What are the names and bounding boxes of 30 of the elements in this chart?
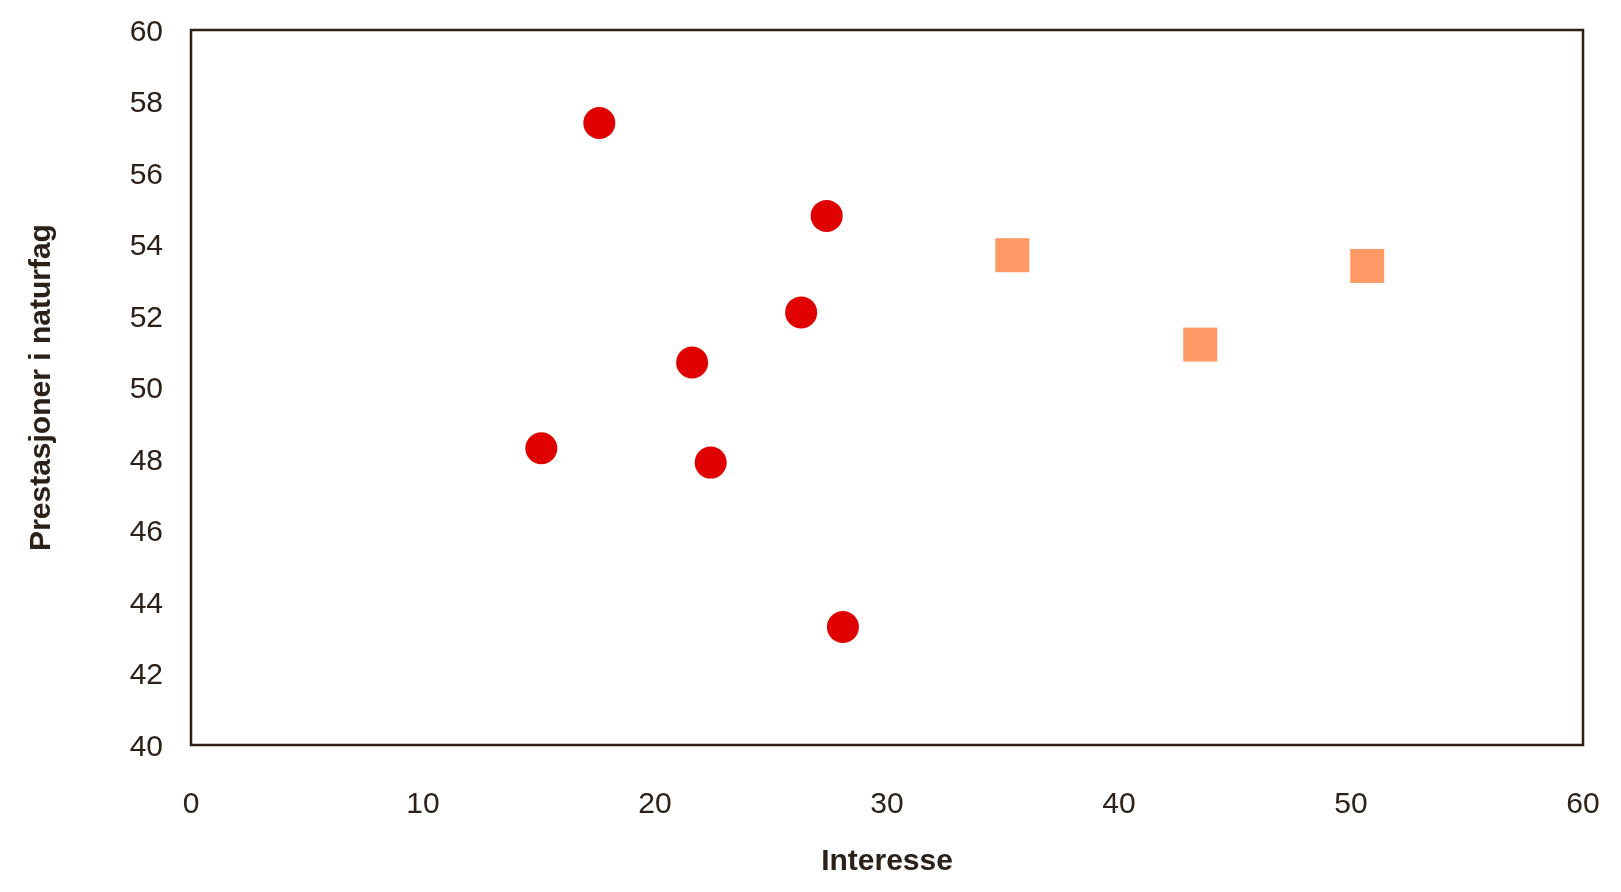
- point: [1183, 327, 1218, 362]
- point: [826, 611, 859, 644]
- x-axis-title: Interesse: [821, 843, 953, 876]
- point: [694, 446, 727, 479]
- y-tick-label: 58: [129, 85, 163, 118]
- point: [785, 296, 818, 329]
- x-tick-label: 10: [406, 786, 440, 819]
- point: [525, 432, 558, 465]
- x-tick-label: 30: [870, 786, 904, 819]
- y-tick-label: 54: [129, 228, 163, 261]
- y-tick-label: 40: [129, 728, 163, 762]
- y-tick-label: 52: [129, 299, 163, 333]
- x-tick-label: 20: [638, 786, 672, 819]
- y-tick-label: 46: [129, 514, 163, 547]
- point: [583, 106, 616, 139]
- y-axis-title: Prestasjoner i naturfag: [23, 224, 56, 551]
- x-tick-label: 50: [1334, 786, 1368, 819]
- point: [676, 346, 709, 379]
- point: [1350, 248, 1385, 283]
- point: [810, 199, 843, 232]
- y-tick-label: 56: [129, 156, 163, 190]
- x-tick-label: 0: [182, 786, 200, 819]
- x-tick-label: 40: [1102, 786, 1136, 819]
- y-tick-label: 50: [129, 371, 163, 404]
- y-tick-label: 42: [129, 657, 163, 690]
- x-tick-label: 60: [1566, 786, 1600, 819]
- point: [995, 238, 1030, 273]
- y-tick-label: 48: [129, 442, 163, 476]
- y-tick-label: 44: [129, 585, 163, 619]
- y-tick-label: 60: [129, 13, 163, 47]
